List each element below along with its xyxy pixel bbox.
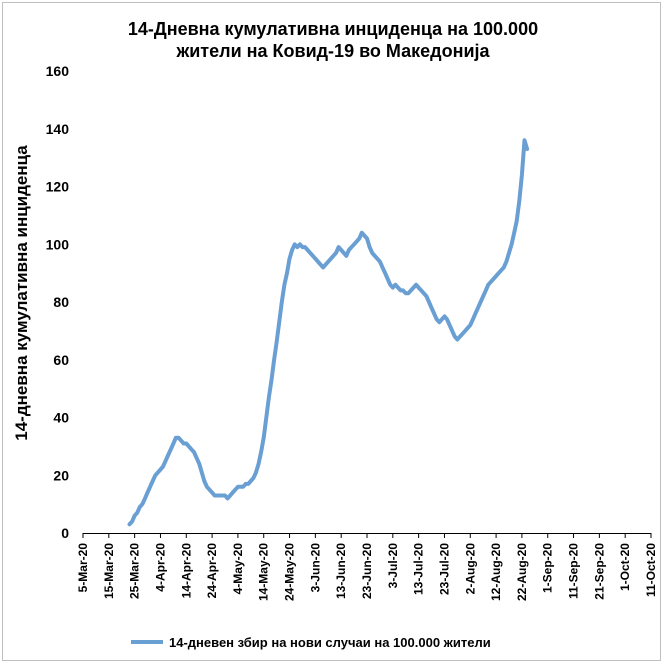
y-tick-label: 40	[53, 410, 69, 426]
x-tick-label: 14-May-20	[257, 543, 271, 601]
y-axis-ticks: 0 20 40 60 80 100 120 140 160	[46, 63, 70, 541]
y-tick-label: 80	[53, 294, 69, 310]
x-tick-label: 24-Apr-20	[205, 543, 219, 599]
line-chart: 14-Дневна кумулативна инциденца на 100.0…	[12, 19, 658, 650]
x-tick-label: 5-Mar-20	[76, 543, 90, 593]
x-tick-label: 2-Aug-20	[463, 543, 477, 595]
x-tick-label: 1-Oct-20	[618, 543, 632, 591]
x-tick-label: 24-May-20	[283, 543, 297, 601]
y-axis-label: 14-дневна кумулативна инциденца	[12, 145, 31, 441]
x-tick-label: 21-Sep-20	[592, 543, 606, 600]
x-tick-label: 23-Jun-20	[360, 543, 374, 599]
x-tick-label: 12-Aug-20	[489, 543, 503, 601]
chart-title-line-1: 14-Дневна кумулативна инциденца на 100.0…	[128, 19, 538, 39]
series-layer	[127, 138, 530, 527]
legend-label: 14-дневен збир на нови случаи на 100.000…	[169, 635, 491, 650]
y-tick-label: 120	[46, 179, 70, 195]
x-tick-label: 15-Mar-20	[102, 543, 116, 599]
x-tick-label: 11-Oct-20	[644, 543, 658, 597]
x-tick-label: 1-Sep-20	[541, 543, 555, 593]
series-line	[127, 138, 530, 527]
y-tick-label: 20	[53, 467, 69, 483]
y-tick-label: 160	[46, 63, 70, 79]
x-tick-label: 3-Jun-20	[308, 543, 322, 593]
y-tick-label: 60	[53, 352, 69, 368]
x-tick-label: 22-Aug-20	[515, 543, 529, 601]
x-tick-label: 23-Jul-20	[437, 543, 451, 595]
y-tick-label: 0	[61, 525, 69, 541]
x-axis-ticks: 5-Mar-20 15-Mar-20 25-Mar-20 4-Apr-20 14-Apr…	[76, 533, 658, 601]
y-tick-label: 100	[46, 236, 70, 252]
chart-title-line-2: жители на Ковид-19 во Македонија	[175, 41, 490, 61]
x-tick-label: 11-Sep-20	[567, 543, 581, 599]
x-tick-label: 14-Apr-20	[179, 543, 193, 599]
x-tick-label: 4-May-20	[231, 543, 245, 595]
y-tick-label: 140	[46, 121, 70, 137]
x-tick-label: 13-Jul-20	[412, 543, 426, 595]
x-tick-label: 3-Jul-20	[386, 543, 400, 589]
x-tick-label: 13-Jun-20	[334, 543, 348, 599]
x-tick-label: 4-Apr-20	[153, 543, 167, 592]
legend: 14-дневен збир на нови случаи на 100.000…	[131, 635, 491, 650]
x-tick-label: 25-Mar-20	[128, 543, 142, 599]
